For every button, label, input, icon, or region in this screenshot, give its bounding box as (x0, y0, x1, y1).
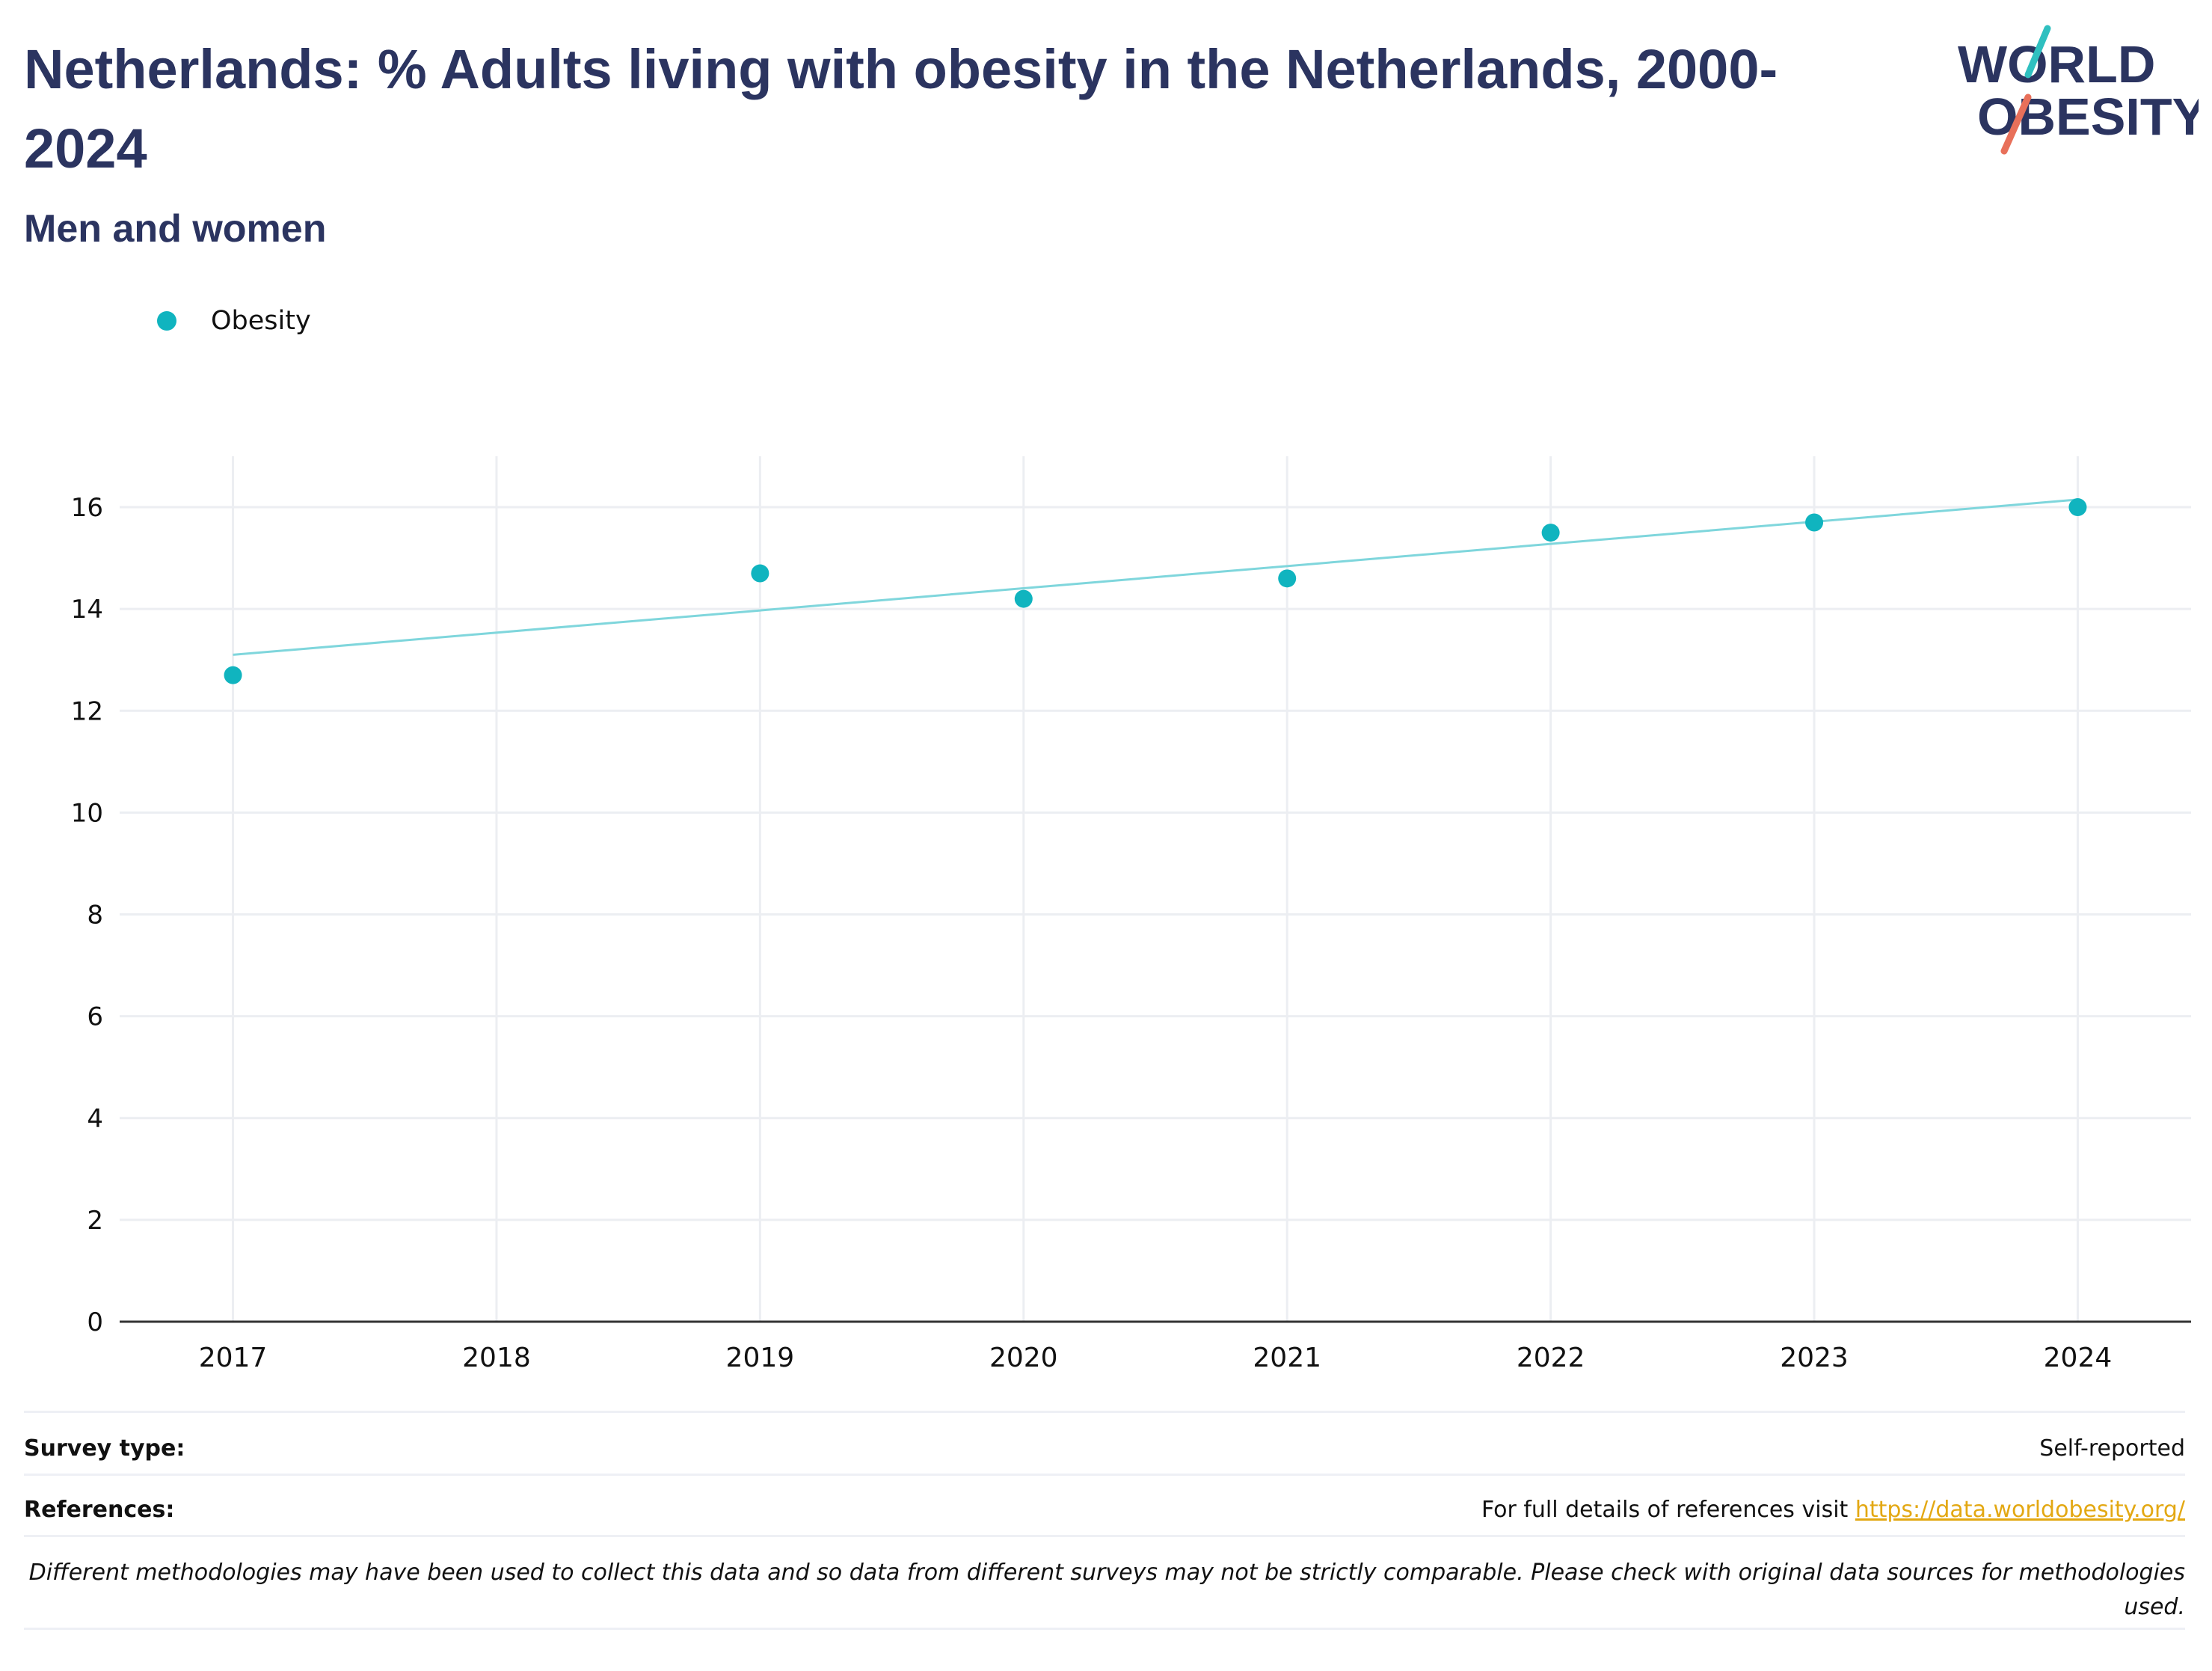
y-tick-label: 14 (71, 595, 103, 625)
y-tick-label: 0 (87, 1307, 103, 1337)
trendline (233, 498, 2078, 656)
references-label: References: (24, 1496, 175, 1523)
chart-title: Netherlands: % Adults living with obesit… (24, 38, 1778, 180)
survey-type-value: Self-reported (2039, 1435, 2185, 1462)
logo-slash-bottom (2000, 93, 2032, 155)
x-tick-label: 2020 (989, 1343, 1058, 1373)
footer-divider (24, 1535, 2185, 1537)
x-tick-label: 2018 (462, 1343, 531, 1373)
y-tick-label: 8 (87, 901, 103, 930)
references-text: For full details of references visit (1481, 1496, 1855, 1523)
data-point-obesity (1014, 589, 1033, 608)
footer-divider (24, 1474, 2185, 1476)
methodology-note: Different methodologies may have been us… (28, 1560, 2185, 1620)
logo-line1: WORLD (1958, 35, 2155, 93)
x-tick-label: 2021 (1253, 1343, 1321, 1373)
data-point-obesity (1541, 524, 1560, 542)
y-tick-label: 6 (87, 1002, 103, 1032)
y-tick-label: 4 (87, 1104, 103, 1134)
legend-obesity-label: Obesity (211, 306, 311, 336)
world-obesity-logo: WORLD OBESITY (1958, 25, 2199, 155)
x-tick-label: 2017 (199, 1343, 268, 1373)
y-tick-label: 2 (87, 1206, 103, 1236)
legend-obesity-marker (157, 311, 176, 331)
data-point-obesity (2068, 498, 2087, 517)
x-tick-label: 2023 (1780, 1343, 1849, 1373)
y-tick-label: 12 (71, 696, 103, 726)
y-tick-label: 10 (71, 798, 103, 828)
x-tick-label: 2024 (2044, 1343, 2113, 1373)
footer-divider (24, 1411, 2185, 1413)
y-tick-label: 16 (71, 493, 103, 523)
footer-divider (24, 1628, 2185, 1630)
references-value: For full details of references visit htt… (1481, 1497, 2185, 1523)
data-point-obesity (751, 564, 769, 583)
obesity-chart: 0 2 4 6 8 10 12 14 16 2017 2018 2019 2020 2021 2022 202… (71, 456, 2191, 1373)
chart-subtitle: Men and women (24, 207, 327, 251)
x-tick-label: 2022 (1517, 1343, 1585, 1373)
survey-type-row: Survey type: Self-reported (24, 1432, 2185, 1465)
logo-slash-top (2024, 25, 2051, 79)
data-point-obesity (1278, 569, 1297, 588)
references-row: References: For full details of referenc… (24, 1493, 2185, 1526)
x-tick-label: 2019 (726, 1343, 795, 1373)
legend: Obesity (157, 303, 311, 339)
data-point-obesity (224, 666, 242, 684)
survey-type-label: Survey type: (24, 1435, 185, 1462)
data-point-obesity (1805, 513, 1824, 532)
references-link[interactable]: https://data.worldobesity.org/ (1855, 1496, 2185, 1523)
